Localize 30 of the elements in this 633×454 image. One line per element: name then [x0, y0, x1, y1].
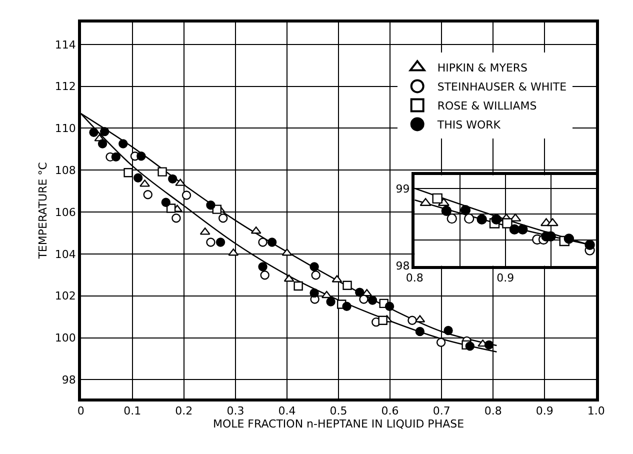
x-tick-label: 0.7	[432, 404, 450, 418]
y-tick-label: 104	[54, 248, 76, 261]
x-tick-label: 0.9	[496, 272, 514, 285]
legend-label: THIS WORK	[436, 118, 502, 132]
y-tick-label: 102	[54, 290, 76, 303]
x-tick-label: 0.2	[175, 404, 193, 418]
y-tick-label: 106	[54, 206, 76, 219]
y-tick-label: 112	[54, 80, 76, 94]
x-axis-title: MOLE FRACTION n-HEPTANE IN LIQUID PHASE	[212, 418, 464, 431]
legend-label: ROSE & WILLIAMS	[437, 99, 537, 112]
x-tick-label: 1.0	[587, 404, 605, 418]
x-tick-label: 0	[77, 404, 84, 418]
y-tick-label: 98	[396, 260, 410, 273]
legend-label: STEINHAUSER & WHITE	[437, 80, 567, 94]
y-tick-label: 99	[396, 182, 410, 196]
x-tick-label: 0.8	[484, 404, 502, 418]
x-tick-label: 0.9	[536, 404, 554, 418]
y-axis-title: TEMPERATURE °C	[36, 162, 50, 260]
x-tick-label: 0.3	[226, 404, 244, 418]
x-tick-label: 0.5	[330, 404, 348, 418]
x-tick-label: 0.1	[124, 404, 142, 418]
x-tick-label: 0.6	[381, 404, 399, 418]
y-tick-label: 98	[62, 374, 76, 387]
y-tick-label: 114	[54, 38, 76, 52]
x-tick-label: 0.8	[406, 272, 424, 285]
x-tick-label: 0.4	[278, 404, 296, 418]
y-tick-label: 108	[54, 164, 76, 177]
y-tick-label: 100	[54, 332, 76, 345]
y-tick-label: 110	[54, 122, 76, 136]
legend-label: HIPKIN & MYERS	[437, 61, 528, 74]
